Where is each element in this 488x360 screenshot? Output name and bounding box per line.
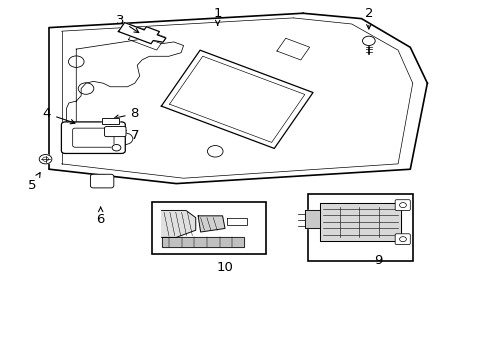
Bar <box>102 118 119 124</box>
FancyBboxPatch shape <box>61 122 125 153</box>
Polygon shape <box>161 237 244 247</box>
Text: 1: 1 <box>213 7 222 25</box>
Text: 6: 6 <box>96 207 104 226</box>
Text: 5: 5 <box>28 173 40 192</box>
FancyBboxPatch shape <box>394 200 409 211</box>
Circle shape <box>362 36 374 45</box>
Polygon shape <box>198 216 224 232</box>
Polygon shape <box>305 211 320 228</box>
Bar <box>102 118 119 124</box>
FancyBboxPatch shape <box>73 128 114 147</box>
Text: 8: 8 <box>114 107 139 120</box>
Circle shape <box>39 154 52 164</box>
Polygon shape <box>320 203 400 241</box>
FancyBboxPatch shape <box>104 127 126 136</box>
Circle shape <box>399 203 406 208</box>
Text: 9: 9 <box>374 254 382 267</box>
FancyBboxPatch shape <box>90 174 114 188</box>
FancyBboxPatch shape <box>307 194 412 261</box>
FancyBboxPatch shape <box>152 202 266 253</box>
Text: 10: 10 <box>216 261 233 274</box>
Polygon shape <box>118 23 165 44</box>
Polygon shape <box>227 218 246 225</box>
Text: 4: 4 <box>43 107 75 124</box>
Text: 2: 2 <box>364 7 372 29</box>
Circle shape <box>112 144 121 151</box>
FancyBboxPatch shape <box>394 234 409 244</box>
Text: 3: 3 <box>116 14 139 33</box>
Circle shape <box>399 237 406 242</box>
Text: 7: 7 <box>122 129 139 142</box>
Polygon shape <box>161 211 195 237</box>
